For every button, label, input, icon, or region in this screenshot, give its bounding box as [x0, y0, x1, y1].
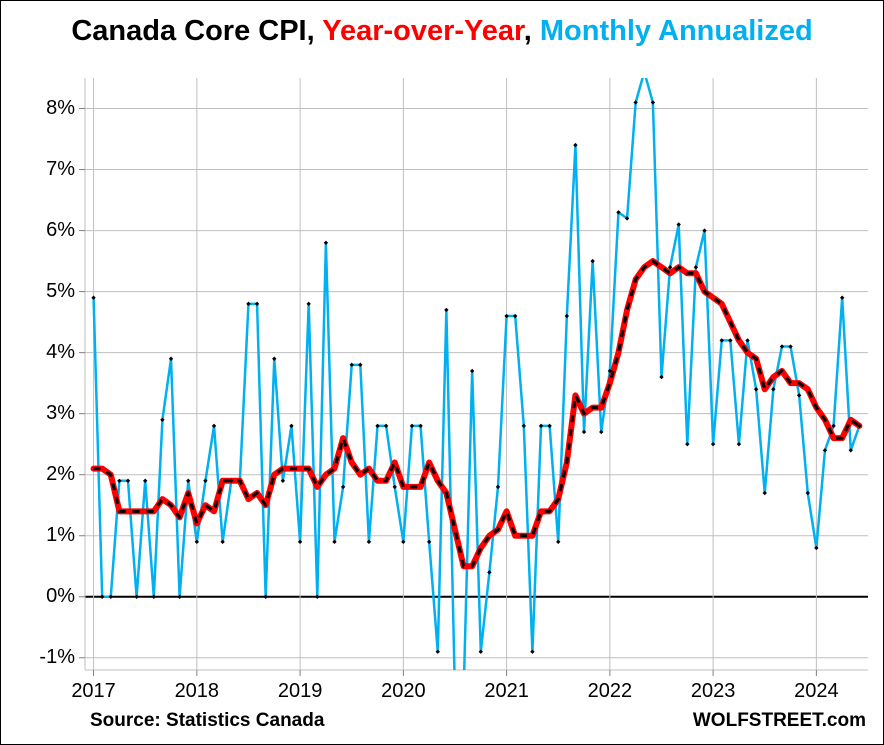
x-tick-label: 2018 [175, 680, 220, 702]
chart-container: -1% 0% 1% 2% 3% 4% 5% 6% 7% 8% 2017 2018 2019 2020 202… [0, 0, 884, 745]
title-part: Canada Core CPI, [71, 15, 322, 47]
x-tick-label: 2021 [484, 680, 529, 702]
site-label: WOLFSTREET.com [693, 710, 866, 731]
y-tick-label: 7% [46, 158, 75, 180]
y-tick-label: 5% [46, 280, 75, 302]
y-tick-label: 0% [46, 585, 75, 607]
cpi-chart: -1% 0% 1% 2% 3% 4% 5% 6% 7% 8% 2017 2018 2019 2020 202… [0, 0, 884, 745]
y-tick-label: 1% [46, 524, 75, 546]
x-tick-label: 2022 [588, 680, 633, 702]
y-tick-label: 8% [46, 97, 75, 119]
x-tick-label: 2017 [71, 680, 116, 702]
y-tick-label: 2% [46, 463, 75, 485]
x-tick-label: 2019 [278, 680, 323, 702]
title-part: Monthly Annualized [540, 15, 813, 47]
x-tick-label: 2024 [794, 680, 839, 702]
x-tick-label: 2023 [691, 680, 736, 702]
x-tick-label: 2020 [381, 680, 426, 702]
y-tick-label: 6% [46, 219, 75, 241]
chart-title: Canada Core CPI, Year-over-Year, Monthly… [71, 15, 812, 47]
y-tick-label: 4% [46, 341, 75, 363]
y-tick-label: 3% [46, 402, 75, 424]
y-tick-label: -1% [39, 646, 75, 668]
chart-bg [0, 0, 884, 745]
source-label: Source: Statistics Canada [90, 710, 325, 731]
title-part: Year-over-Year [322, 15, 525, 47]
title-part: , [524, 15, 540, 47]
